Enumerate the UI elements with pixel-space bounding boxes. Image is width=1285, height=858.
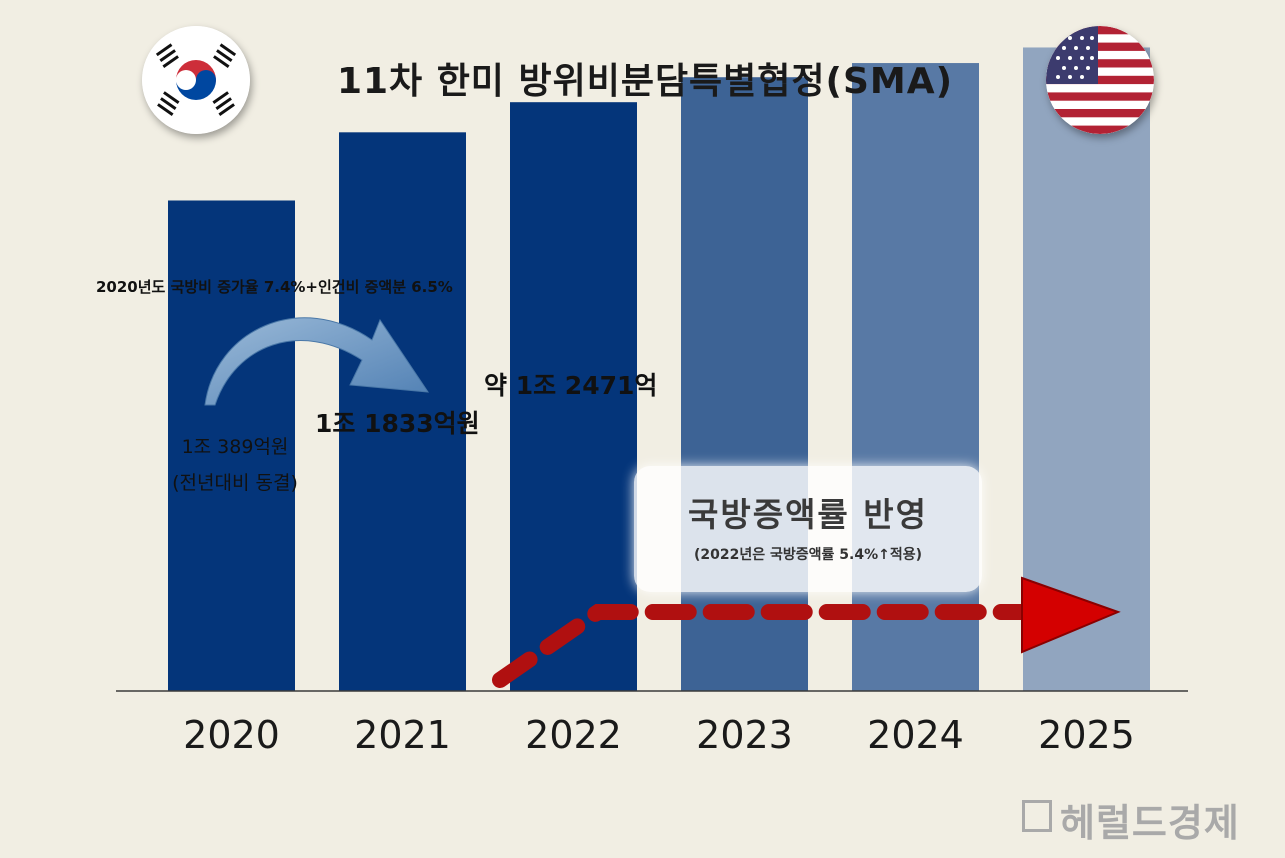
x-tick-2025: 2025 (1038, 713, 1135, 757)
data-label-2021: 1조 1833억원 (315, 409, 480, 438)
curved-arrow-icon (204, 317, 429, 406)
watermark-text: 헤럴드경제 (1060, 801, 1240, 845)
growth-note: 2020년도 국방비 증가율 7.4%+인건비 증액분 6.5% (96, 278, 453, 296)
data-label-2020-note: (전년대비 동결) (172, 472, 298, 494)
bar-2020 (168, 200, 295, 691)
callout-box: 국방증액률 반영 (2022년은 국방증액률 5.4%↑적용) (634, 466, 982, 592)
x-tick-2024: 2024 (867, 713, 964, 757)
bar-2022 (510, 102, 637, 691)
x-tick-2021: 2021 (354, 713, 451, 757)
chart-title: 11차 한미 방위비분담특별협정(SMA) (336, 61, 954, 102)
x-tick-2020: 2020 (183, 713, 280, 757)
usa-flag-icon (1046, 26, 1154, 134)
x-tick-2022: 2022 (525, 713, 622, 757)
bar-2023 (681, 77, 808, 691)
dashed-trend-arrow-icon (492, 576, 1121, 688)
callout-title: 국방증액률 반영 (687, 495, 928, 534)
data-label-2020-value: 1조 389억원 (181, 436, 289, 458)
bar-2024 (852, 63, 979, 692)
bar-2021 (339, 132, 466, 691)
callout-subtitle: (2022년은 국방증액률 5.4%↑적용) (694, 547, 922, 563)
bar-2025 (1023, 47, 1150, 691)
korea-flag-icon (142, 26, 250, 134)
x-tick-2023: 2023 (696, 713, 793, 757)
data-label-2022: 약 1조 2471억 (484, 371, 658, 400)
herald-logo-icon (1022, 800, 1052, 832)
watermark: 헤럴드경제 (1020, 792, 1240, 847)
